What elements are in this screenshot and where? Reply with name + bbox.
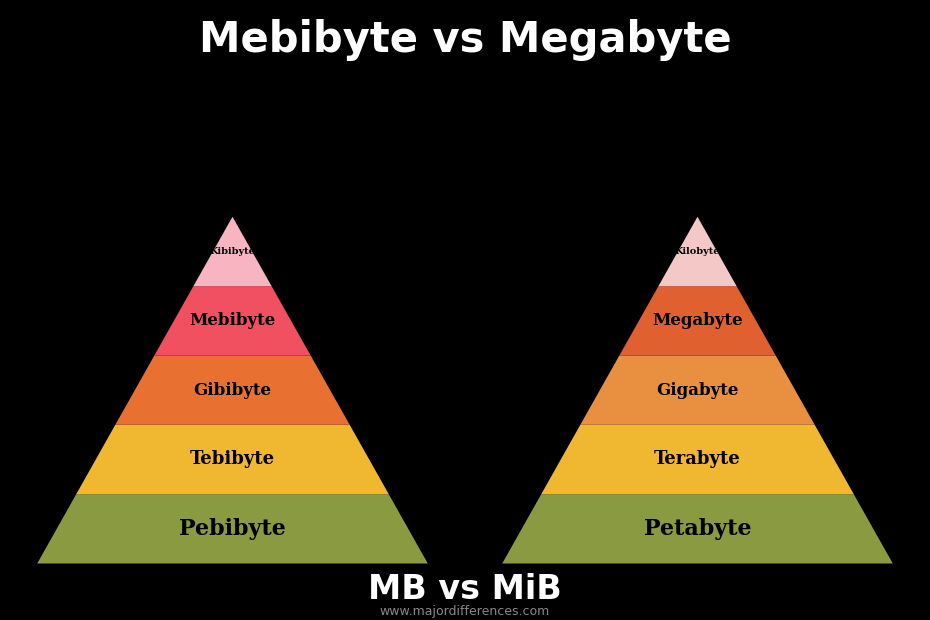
Polygon shape	[580, 355, 815, 425]
Text: Gigabyte: Gigabyte	[657, 382, 738, 399]
Text: Mebibyte: Mebibyte	[190, 312, 275, 329]
Polygon shape	[115, 355, 350, 425]
Polygon shape	[154, 286, 311, 355]
Text: Gibibyte: Gibibyte	[193, 382, 272, 399]
Text: www.majordifferences.com: www.majordifferences.com	[379, 605, 551, 618]
Text: Kibibyte: Kibibyte	[209, 247, 256, 256]
Text: Mebibyte vs Megabyte: Mebibyte vs Megabyte	[199, 19, 731, 61]
Polygon shape	[502, 494, 893, 564]
Text: Terabyte: Terabyte	[654, 451, 741, 469]
Polygon shape	[658, 217, 737, 286]
Polygon shape	[541, 425, 854, 494]
Text: Petabyte: Petabyte	[644, 518, 751, 540]
Text: Pebibyte: Pebibyte	[179, 518, 286, 540]
Polygon shape	[619, 286, 776, 355]
Polygon shape	[76, 425, 389, 494]
Text: Kilobyte: Kilobyte	[675, 247, 720, 256]
Polygon shape	[193, 217, 272, 286]
Text: Tebibyte: Tebibyte	[190, 451, 275, 469]
Text: MB vs MiB: MB vs MiB	[368, 573, 562, 606]
Text: Megabyte: Megabyte	[652, 312, 743, 329]
Polygon shape	[37, 494, 428, 564]
